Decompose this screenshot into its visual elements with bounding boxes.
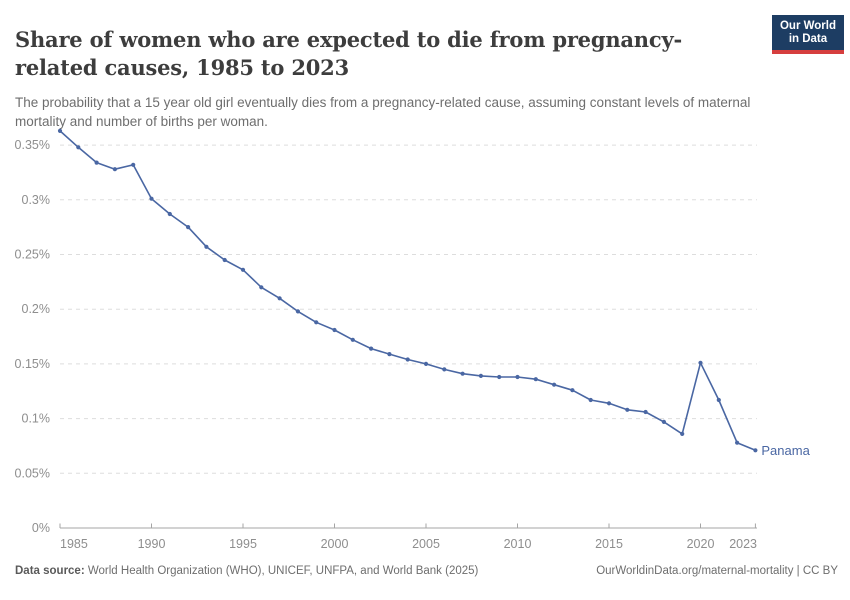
chart-subtitle: The probability that a 15 year old girl … [15, 94, 751, 129]
y-axis-label: 0.3% [22, 193, 51, 207]
data-point[interactable] [314, 320, 319, 325]
data-point[interactable] [369, 346, 374, 351]
y-axis-label: 0.35% [15, 138, 50, 152]
data-point[interactable] [533, 377, 538, 382]
x-axis-label: 1990 [138, 537, 166, 551]
data-point[interactable] [204, 244, 209, 249]
data-point[interactable] [753, 448, 758, 453]
data-line[interactable] [59, 130, 757, 452]
y-axis-label: 0% [32, 521, 50, 535]
data-point[interactable] [167, 211, 172, 217]
data-point[interactable] [332, 327, 337, 333]
footer-source-text: World Health Organization (WHO), UNICEF,… [84, 565, 479, 577]
data-point[interactable] [240, 267, 246, 272]
footer-source: Data source: World Health Organization (… [15, 565, 478, 577]
data-point[interactable] [735, 440, 740, 445]
x-axis-label: 2020 [687, 537, 715, 551]
owid-logo-line2: in Data [788, 33, 828, 45]
chart-footer: Data source: World Health Organization (… [15, 565, 838, 577]
x-axis-label: 2010 [504, 537, 532, 551]
data-point[interactable] [497, 374, 502, 380]
data-point[interactable] [515, 374, 520, 380]
series-end-label: Panama [761, 443, 810, 458]
data-point[interactable] [442, 367, 447, 372]
y-axis-label: 0.25% [15, 248, 50, 262]
data-point[interactable] [643, 409, 648, 415]
y-axis-label: 0.05% [15, 466, 50, 480]
chart-title: Share of women who are expected to die f… [15, 27, 682, 81]
y-axis-label: 0.15% [15, 357, 50, 371]
data-point[interactable] [149, 196, 154, 201]
data-point[interactable] [606, 401, 612, 406]
x-axis-label: 2000 [321, 537, 349, 551]
y-axis-label: 0.2% [22, 302, 51, 316]
data-point[interactable] [76, 145, 81, 150]
footer-license-link[interactable]: OurWorldinData.org/maternal-mortality | … [596, 565, 838, 577]
data-point[interactable] [222, 257, 227, 263]
data-point[interactable] [94, 160, 99, 165]
data-point[interactable] [295, 309, 300, 314]
data-point[interactable] [698, 360, 703, 365]
owid-logo-line1: Our World [779, 20, 836, 32]
y-axis-label: 0.1% [22, 412, 51, 426]
owid-logo[interactable]: Our World in Data [771, 15, 844, 54]
x-axis-label: 2023 [729, 537, 757, 551]
data-point[interactable] [405, 357, 410, 362]
data-point[interactable] [112, 167, 117, 172]
x-axis-label: 1985 [60, 537, 88, 551]
data-point[interactable] [57, 128, 63, 133]
data-point[interactable] [661, 419, 667, 424]
data-point[interactable] [478, 373, 483, 378]
footer-source-label: Data source: [15, 565, 85, 577]
data-point[interactable] [423, 361, 429, 366]
data-point[interactable] [680, 431, 685, 436]
data-point[interactable] [570, 388, 575, 393]
data-point[interactable] [387, 352, 392, 357]
data-point[interactable] [259, 285, 264, 290]
data-point[interactable] [131, 162, 136, 167]
data-point[interactable] [350, 337, 355, 342]
data-point[interactable] [186, 225, 191, 230]
data-point[interactable] [552, 382, 557, 387]
data-point[interactable] [716, 397, 721, 403]
data-point[interactable] [588, 397, 593, 403]
data-point[interactable] [625, 407, 630, 412]
x-axis-label: 2015 [595, 537, 623, 551]
data-point[interactable] [277, 296, 282, 301]
data-point[interactable] [460, 371, 465, 376]
x-axis-label: 2005 [412, 537, 440, 551]
x-axis-label: 1995 [229, 537, 257, 551]
